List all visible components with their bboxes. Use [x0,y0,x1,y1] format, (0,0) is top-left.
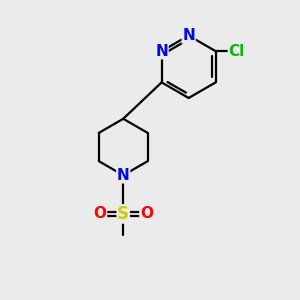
Text: N: N [117,168,130,183]
Text: N: N [182,28,195,43]
Text: N: N [155,44,168,59]
Text: O: O [140,206,153,221]
Text: Cl: Cl [228,44,244,59]
Text: O: O [94,206,106,221]
Text: S: S [117,205,129,223]
